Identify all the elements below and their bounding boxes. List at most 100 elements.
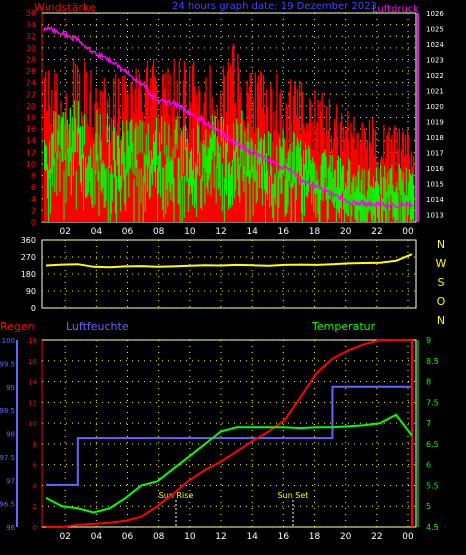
wind-bar	[266, 153, 268, 193]
wind-bar	[270, 132, 272, 176]
y-tick-label-humidity: 97.5	[0, 454, 15, 462]
wind-bar	[91, 168, 93, 205]
wind-bar	[318, 185, 320, 222]
wind-bar	[353, 174, 355, 206]
wind-bar	[327, 168, 329, 219]
wind-bar	[129, 121, 131, 169]
wind-bar	[259, 138, 262, 164]
gust-bar	[273, 111, 275, 222]
x-tick-label: 04	[91, 227, 103, 237]
y-tick-label-wind: 16	[26, 125, 36, 134]
pressure-axis-label: Luftdruck	[372, 4, 419, 15]
wind-bar	[279, 138, 281, 179]
wind-bar	[358, 165, 360, 211]
wind-bar	[283, 138, 285, 177]
wind-bar	[324, 149, 326, 178]
gust-bar	[315, 128, 317, 222]
wind-bar	[388, 184, 390, 222]
y-tick-label-pressure: 1023	[426, 56, 444, 64]
wind-bar	[333, 170, 336, 209]
wind-bar	[100, 141, 102, 191]
wind-bar	[282, 129, 284, 174]
gust-bar	[223, 75, 226, 222]
wind-bar	[56, 152, 58, 196]
wind-bar	[374, 181, 377, 222]
wind-bar	[249, 170, 251, 222]
wind-bar	[276, 145, 278, 176]
wind-bar	[285, 158, 287, 215]
wind-bar	[167, 156, 169, 207]
wind-bar	[400, 169, 402, 196]
y-tick-label-wind: 30	[26, 44, 36, 53]
wind-bar	[178, 158, 180, 205]
gust-bar	[101, 90, 103, 222]
gust-bar	[77, 120, 80, 222]
wind-bar	[245, 171, 247, 222]
wind-bar	[99, 114, 101, 160]
wind-bar	[172, 148, 174, 202]
wind-bar	[264, 173, 267, 222]
gust-bar	[48, 70, 50, 222]
gust-bar	[57, 115, 59, 222]
compass-label: O	[437, 295, 446, 308]
wind-bar	[198, 126, 200, 154]
y-tick-label-temperature: 7	[426, 419, 431, 428]
y-tick-label-wind: 10	[26, 160, 36, 169]
wind-bar	[53, 110, 55, 166]
wind-bar	[60, 118, 62, 149]
y-tick-label-temperature: 9	[426, 336, 431, 345]
y-tick-label-wind: 0	[31, 218, 36, 227]
wind-bar	[179, 179, 181, 222]
wind-bar	[380, 164, 382, 195]
gust-bar	[369, 142, 372, 222]
x-tick-label: 14	[246, 532, 258, 542]
wind-bar	[290, 182, 292, 222]
wind-bar	[194, 178, 196, 209]
gust-bar	[180, 141, 183, 222]
wind-bar	[151, 158, 154, 186]
x-tick-label: 16	[278, 532, 290, 542]
wind-bar	[68, 123, 70, 177]
wind-bar	[211, 114, 213, 160]
wind-bar	[89, 155, 91, 182]
gust-bar	[53, 119, 55, 222]
wind-bar	[103, 163, 105, 208]
rain-axis-label: Regen	[0, 320, 35, 333]
gust-bar	[194, 86, 196, 223]
gust-bar	[354, 149, 356, 222]
wind-bar	[343, 165, 345, 210]
wind-bar	[382, 198, 384, 222]
y-tick-label-rain: 2	[33, 503, 37, 511]
wind-bar	[269, 175, 271, 209]
wind-bar	[306, 149, 308, 197]
gust-bar	[162, 74, 164, 222]
wind-bar	[309, 148, 311, 175]
x-tick-label: 02	[59, 532, 70, 542]
wind-bar	[310, 159, 312, 187]
wind-bar	[127, 130, 129, 172]
wind-bar	[130, 119, 132, 169]
wind-bar	[125, 169, 127, 211]
wind-bar	[132, 142, 134, 174]
wind-bar	[357, 171, 359, 222]
wind-pressure-panel: 3634323028262422201816141210864201026102…	[26, 9, 445, 237]
y-tick-label-direction: 270	[21, 253, 36, 262]
wind-bar	[275, 175, 277, 205]
wind-bar	[225, 143, 228, 196]
wind-bar	[161, 116, 163, 145]
gust-bar	[232, 45, 234, 222]
wind-bar	[143, 153, 146, 183]
gust-bar	[178, 60, 180, 223]
gust-bar	[371, 117, 374, 222]
gust-bar	[94, 103, 96, 222]
wind-bar	[204, 145, 206, 204]
wind-bar	[296, 137, 299, 178]
wind-bar	[287, 152, 289, 206]
wind-bar	[323, 152, 325, 190]
gust-bar	[394, 125, 396, 222]
wind-bar	[304, 164, 306, 216]
y-tick-label-pressure: 1013	[426, 211, 444, 219]
wind-bar	[63, 170, 65, 220]
wind-bar	[298, 147, 301, 186]
wind-bar	[254, 144, 257, 182]
